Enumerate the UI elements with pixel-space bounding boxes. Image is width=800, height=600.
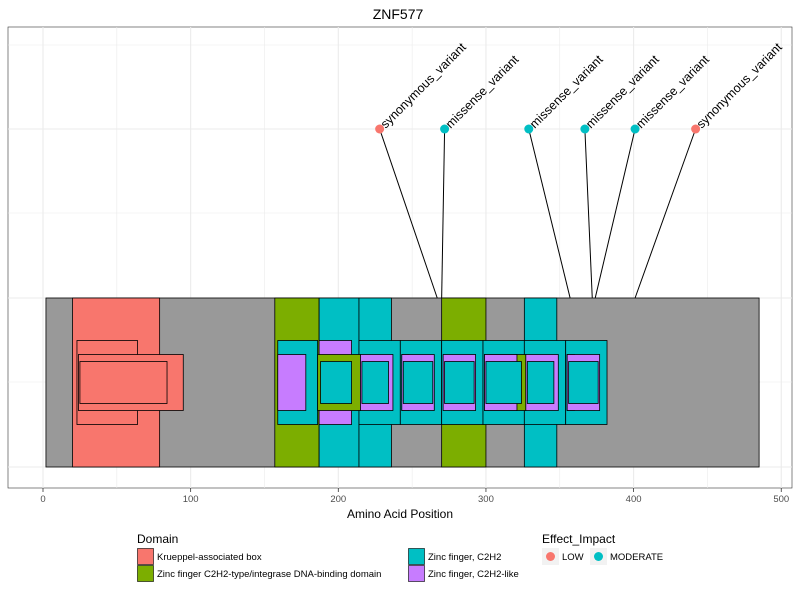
variant-stem — [441, 128, 446, 299]
variant-stem — [584, 128, 593, 299]
variant-stem-layer — [379, 128, 697, 299]
legend-label-domain: Krueppel-associated box — [157, 552, 262, 563]
x-tick-label: 400 — [626, 494, 642, 505]
legend-label-impact: LOW — [562, 552, 584, 563]
x-axis: 0 100 200 300 400 500 — [40, 488, 789, 505]
x-tick-label: 500 — [773, 494, 789, 505]
variant-stem — [379, 128, 438, 299]
variant-stem — [528, 128, 571, 299]
legend-label-domain: Zinc finger, C2H2-like — [428, 569, 519, 580]
domain-rect — [444, 361, 475, 404]
legend-label-domain: Zinc finger C2H2-type/integrase DNA-bind… — [157, 569, 381, 580]
domain-rect — [79, 361, 168, 404]
variant-stem — [634, 128, 697, 299]
x-axis-label: Amino Acid Position — [347, 507, 453, 521]
domain-rect — [485, 361, 522, 404]
legend-title-domain: Domain — [137, 532, 178, 546]
legend-key-impact — [546, 552, 555, 561]
variant-point — [580, 124, 590, 134]
x-tick-label: 0 — [40, 494, 45, 505]
variant-point — [630, 124, 640, 134]
variant-point — [524, 124, 534, 134]
domain-rect — [277, 354, 307, 411]
domain-layer — [72, 297, 608, 468]
legend-title-impact: Effect_Impact — [542, 532, 616, 546]
domain-rect — [361, 361, 389, 404]
domain-rect — [320, 361, 352, 404]
domain-rect — [526, 361, 555, 404]
variant-point-layer — [375, 124, 701, 134]
x-tick-label: 300 — [478, 494, 494, 505]
legend-key-domain — [137, 548, 154, 565]
variant-point — [375, 124, 385, 134]
chart-title: ZNF577 — [373, 6, 424, 22]
legend-key-domain — [408, 548, 425, 565]
domain-rect — [568, 361, 599, 404]
variant-point — [440, 124, 450, 134]
legend-key-domain — [137, 565, 154, 582]
x-tick-label: 200 — [330, 494, 346, 505]
legend-label-impact: MODERATE — [610, 552, 663, 563]
legend-key-domain — [408, 565, 425, 582]
legend: Domain Krueppel-associated box Zinc finger… — [137, 532, 663, 582]
x-tick-label: 100 — [183, 494, 199, 505]
variant-point — [691, 124, 701, 134]
legend-label-domain: Zinc finger, C2H2 — [428, 552, 501, 563]
domain-rect — [402, 361, 434, 404]
variant-stem — [594, 128, 636, 299]
legend-key-impact — [594, 552, 603, 561]
